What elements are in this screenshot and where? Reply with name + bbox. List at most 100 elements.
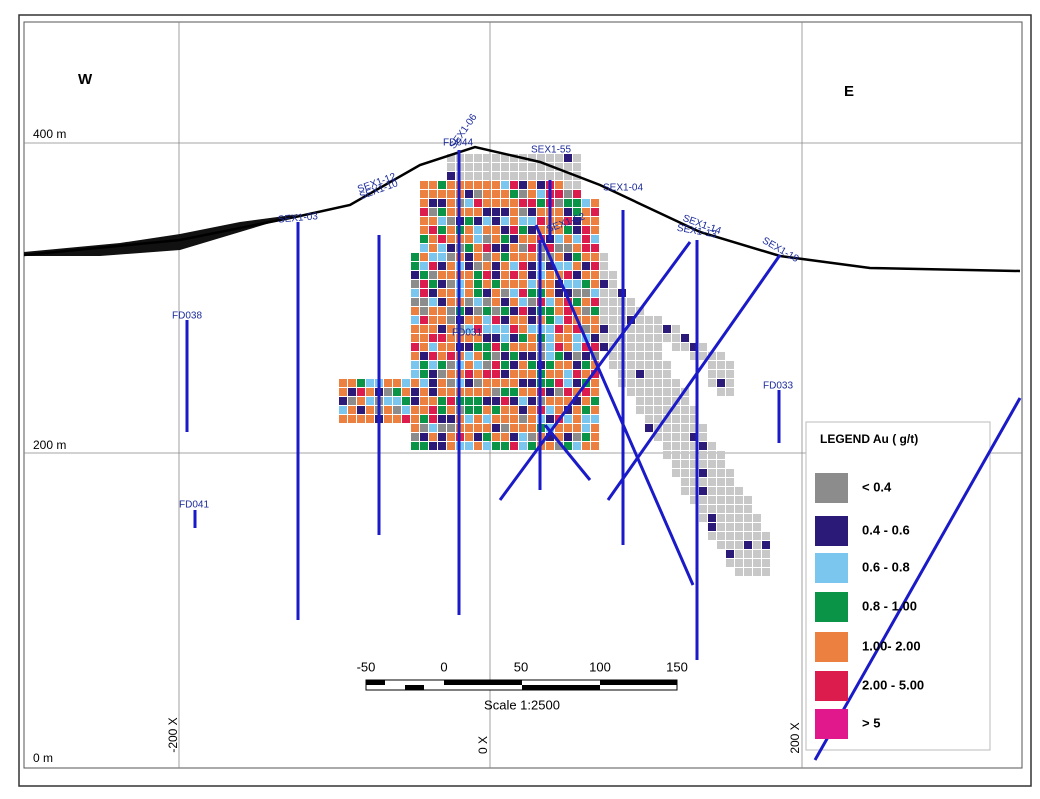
block-cell xyxy=(492,388,500,396)
block-cell xyxy=(483,262,491,270)
block-cell xyxy=(708,514,716,522)
block-cell xyxy=(411,379,419,387)
block-cell xyxy=(654,406,662,414)
block-cell xyxy=(438,190,446,198)
block-cell xyxy=(474,433,482,441)
block-cell xyxy=(528,397,536,405)
block-cell xyxy=(627,343,635,351)
block-cell xyxy=(555,388,563,396)
block-cell xyxy=(501,199,509,207)
block-cell xyxy=(438,244,446,252)
block-cell xyxy=(393,379,401,387)
block-cell xyxy=(699,478,707,486)
block-cell xyxy=(573,361,581,369)
block-cell xyxy=(429,442,437,450)
block-cell xyxy=(510,271,518,279)
block-cell xyxy=(690,343,698,351)
block-cell xyxy=(501,262,509,270)
block-cell xyxy=(420,433,428,441)
block-cell xyxy=(510,379,518,387)
block-cell xyxy=(528,172,536,180)
block-cell xyxy=(564,361,572,369)
block-cell xyxy=(555,433,563,441)
drill-hole-label: FD031 xyxy=(452,328,482,339)
block-cell xyxy=(465,262,473,270)
terrain-line xyxy=(23,145,1021,273)
easting-label: -200 X xyxy=(166,717,180,752)
block-cell xyxy=(591,406,599,414)
block-cell xyxy=(420,397,428,405)
block-cell xyxy=(681,406,689,414)
legend-swatch xyxy=(815,592,848,622)
block-cell xyxy=(573,352,581,360)
scale-segment xyxy=(366,680,385,685)
block-cell xyxy=(600,316,608,324)
block-cell xyxy=(663,397,671,405)
block-cell xyxy=(528,361,536,369)
block-cell xyxy=(564,280,572,288)
block-cell xyxy=(411,397,419,405)
block-cell xyxy=(555,397,563,405)
block-cell xyxy=(528,244,536,252)
block-cell xyxy=(546,280,554,288)
block-cell xyxy=(447,406,455,414)
block-cell xyxy=(447,289,455,297)
block-cell xyxy=(483,334,491,342)
block-cell xyxy=(501,217,509,225)
block-cell xyxy=(465,379,473,387)
block-cell xyxy=(474,334,482,342)
block-cell xyxy=(726,469,734,477)
drill-hole-label: SEX1-03 xyxy=(278,211,319,225)
block-cell xyxy=(384,379,392,387)
block-cell xyxy=(519,334,527,342)
block-cell xyxy=(474,154,482,162)
block-cell xyxy=(708,532,716,540)
block-cell xyxy=(609,316,617,324)
block-cell xyxy=(465,352,473,360)
block-cell xyxy=(573,370,581,378)
block-cell xyxy=(636,361,644,369)
block-cell xyxy=(519,262,527,270)
block-cell xyxy=(744,559,752,567)
block-cell xyxy=(429,181,437,189)
block-cell xyxy=(420,244,428,252)
block-cell xyxy=(474,217,482,225)
block-cell xyxy=(429,424,437,432)
block-cell xyxy=(510,235,518,243)
block-cell xyxy=(519,298,527,306)
block-cell xyxy=(564,217,572,225)
block-cell xyxy=(546,415,554,423)
block-cell xyxy=(510,199,518,207)
block-cell xyxy=(654,370,662,378)
block-cell xyxy=(546,244,554,252)
block-cell xyxy=(600,325,608,333)
block-cell xyxy=(564,289,572,297)
block-cell xyxy=(627,361,635,369)
block-cell xyxy=(726,496,734,504)
block-cell xyxy=(438,298,446,306)
block-cell xyxy=(411,280,419,288)
block-cell xyxy=(501,442,509,450)
block-cell xyxy=(420,217,428,225)
block-cell xyxy=(447,253,455,261)
block-cell xyxy=(519,316,527,324)
block-cell xyxy=(708,496,716,504)
block-cell xyxy=(393,415,401,423)
block-cell xyxy=(546,388,554,396)
block-cell xyxy=(501,334,509,342)
block-cell xyxy=(447,235,455,243)
block-cell xyxy=(411,262,419,270)
block-cell xyxy=(546,379,554,387)
scale-segment xyxy=(522,685,600,690)
drill-hole xyxy=(543,424,592,481)
block-cell xyxy=(564,370,572,378)
block-cell xyxy=(717,379,725,387)
block-cell xyxy=(492,217,500,225)
block-cell xyxy=(555,334,563,342)
block-cell xyxy=(429,307,437,315)
block-cell xyxy=(663,361,671,369)
block-cell xyxy=(528,163,536,171)
block-cell xyxy=(438,253,446,261)
block-cell xyxy=(510,397,518,405)
block-cell xyxy=(546,370,554,378)
